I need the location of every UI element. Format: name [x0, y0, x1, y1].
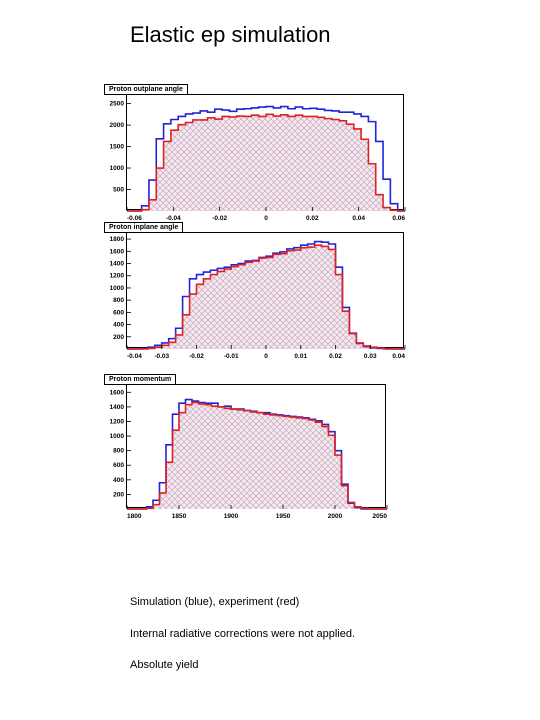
svg-text:2050: 2050 [373, 513, 388, 520]
chart-inplane: -0.04-0.03-0.02-0.0100.010.020.030.04200… [127, 233, 405, 349]
svg-text:600: 600 [113, 309, 124, 316]
svg-text:1200: 1200 [110, 273, 125, 280]
svg-text:200: 200 [113, 334, 124, 341]
svg-text:1500: 1500 [110, 144, 125, 151]
chart-momentum: 1800185019001950200020502004006008001000… [127, 385, 387, 509]
captions: Simulation (blue), experiment (red) Inte… [130, 596, 490, 690]
svg-text:1600: 1600 [110, 248, 125, 255]
chart-outplane: -0.06-0.04-0.0200.020.040.06500100015002… [127, 95, 405, 211]
svg-text:0: 0 [264, 353, 268, 360]
svg-text:-0.04: -0.04 [166, 215, 181, 222]
svg-text:0.02: 0.02 [329, 353, 342, 360]
svg-text:2500: 2500 [110, 101, 125, 108]
plot-momentum: 1800185019001950200020502004006008001000… [126, 384, 386, 508]
svg-text:1900: 1900 [224, 513, 239, 520]
svg-text:-0.03: -0.03 [154, 353, 169, 360]
svg-text:400: 400 [113, 477, 124, 484]
page: Elastic ep simulation Proton outplane an… [0, 0, 540, 720]
svg-text:1000: 1000 [110, 433, 125, 440]
svg-text:1000: 1000 [110, 285, 125, 292]
svg-text:500: 500 [113, 187, 124, 194]
svg-text:1200: 1200 [110, 418, 125, 425]
svg-text:800: 800 [113, 297, 124, 304]
svg-text:1800: 1800 [110, 236, 125, 243]
svg-text:400: 400 [113, 322, 124, 329]
svg-text:1400: 1400 [110, 404, 125, 411]
caption-1: Simulation (blue), experiment (red) [130, 596, 490, 609]
svg-text:1800: 1800 [127, 513, 142, 520]
svg-text:2000: 2000 [110, 122, 125, 129]
svg-text:-0.04: -0.04 [127, 353, 142, 360]
svg-text:0.03: 0.03 [364, 353, 377, 360]
svg-text:600: 600 [113, 462, 124, 469]
caption-2: Internal radiative corrections were not … [130, 628, 490, 641]
svg-text:1950: 1950 [276, 513, 291, 520]
svg-text:0.02: 0.02 [306, 215, 319, 222]
svg-text:1400: 1400 [110, 261, 125, 268]
svg-text:0.01: 0.01 [294, 353, 307, 360]
svg-text:2000: 2000 [328, 513, 343, 520]
svg-text:800: 800 [113, 448, 124, 455]
plot-outplane: -0.06-0.04-0.0200.020.040.06500100015002… [126, 94, 404, 210]
svg-text:1000: 1000 [110, 165, 125, 172]
svg-text:1600: 1600 [110, 389, 125, 396]
svg-text:-0.06: -0.06 [127, 215, 142, 222]
plot-inplane: -0.04-0.03-0.02-0.0100.010.020.030.04200… [126, 232, 404, 348]
svg-text:-0.01: -0.01 [224, 353, 239, 360]
svg-text:-0.02: -0.02 [189, 353, 204, 360]
svg-text:200: 200 [113, 491, 124, 498]
page-title: Elastic ep simulation [130, 22, 331, 48]
caption-3: Absolute yield [130, 659, 490, 672]
svg-text:0.06: 0.06 [392, 215, 405, 222]
svg-text:0: 0 [264, 215, 268, 222]
svg-text:1850: 1850 [172, 513, 187, 520]
svg-text:-0.02: -0.02 [212, 215, 227, 222]
svg-text:0.04: 0.04 [352, 215, 365, 222]
svg-text:0.04: 0.04 [392, 353, 405, 360]
